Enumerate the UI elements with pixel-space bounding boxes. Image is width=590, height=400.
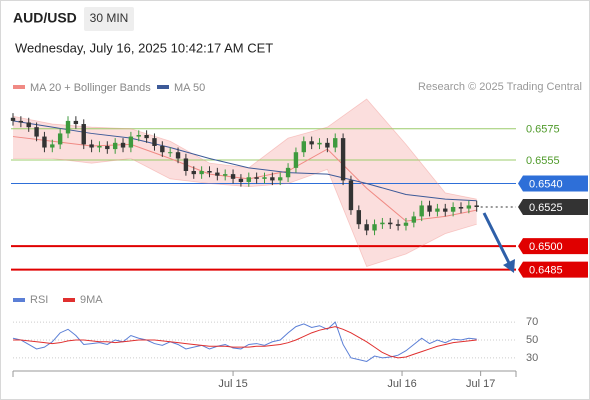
timeframe-box <box>84 7 134 31</box>
candle-body <box>97 145 102 148</box>
legend-swatch <box>13 85 25 89</box>
level-label: 0.6485 <box>529 265 563 277</box>
level-label-box <box>518 261 588 278</box>
candle-body <box>128 136 134 148</box>
symbol: AUD/USD <box>13 10 77 26</box>
candle-body <box>26 122 31 128</box>
candle-body <box>301 141 306 153</box>
candle-body <box>285 167 291 178</box>
candle-body <box>223 174 228 176</box>
candle-body <box>230 174 236 179</box>
candle-body <box>42 136 47 148</box>
candle-body <box>348 180 354 211</box>
candle-body <box>191 171 196 175</box>
level-label: 0.6500 <box>529 241 563 253</box>
candle-body <box>450 207 456 212</box>
level-label: 0.6540 <box>529 178 563 190</box>
source: Research © 2025 Trading Central <box>418 81 582 93</box>
level-label-box <box>518 175 588 192</box>
level-label: 0.6555 <box>526 155 560 167</box>
candle-body <box>81 124 86 145</box>
candle-body <box>183 158 189 171</box>
candle-body <box>152 138 157 146</box>
candle-body <box>262 177 267 179</box>
candle-body <box>112 142 118 150</box>
candle-body <box>458 207 464 209</box>
candle-body <box>293 152 299 168</box>
forecast-arrowhead <box>503 259 515 273</box>
y-tick-label: 70 <box>526 316 538 328</box>
candle-body <box>364 224 369 231</box>
candle-body <box>105 145 110 150</box>
candle-body <box>340 138 346 181</box>
plot: 0.6575 0.6555 0.6540 0.6525 0.6500 0.6485 MA 2… <box>10 82 588 390</box>
date: Wednesday, July 16, 2025 10:42:17 AM CET <box>15 40 273 55</box>
candle-body <box>317 142 322 145</box>
candle-body <box>238 178 244 182</box>
candle-body <box>270 177 275 181</box>
timeframe: 30 MIN <box>90 11 129 25</box>
candle-body <box>356 210 362 225</box>
candle-body <box>175 152 181 159</box>
candle-body <box>136 135 141 137</box>
candle-body <box>435 208 440 212</box>
level-label: 0.6575 <box>526 124 560 136</box>
ma-line <box>12 120 477 202</box>
candle-body <box>278 177 283 181</box>
candle-body <box>419 205 424 217</box>
level-label-box <box>518 199 588 215</box>
candle-body <box>144 135 149 139</box>
rsi-line <box>12 321 477 362</box>
candle-body <box>215 172 220 176</box>
candle-body <box>372 224 377 231</box>
candle-body <box>10 117 16 121</box>
candle-body <box>325 142 330 148</box>
candle-body <box>73 120 79 125</box>
candle-body <box>246 177 251 182</box>
candle-body <box>57 133 63 145</box>
candle-body <box>474 205 479 207</box>
candle-body <box>333 138 338 148</box>
forecast-arrow <box>482 212 511 264</box>
candle-body <box>395 224 401 226</box>
candle-body <box>167 152 173 154</box>
candle-body <box>309 141 314 145</box>
legend-swatch <box>13 298 25 302</box>
level-label: 0.6525 <box>529 202 563 214</box>
candle-body <box>411 216 417 223</box>
candle-body <box>466 205 472 209</box>
candle-body <box>120 142 126 148</box>
x-tick-label: Jul 17 <box>466 378 495 390</box>
y-tick-label: 50 <box>526 334 538 346</box>
candle-body <box>403 222 409 226</box>
candle-body <box>199 171 204 175</box>
x-tick-label: Jul 15 <box>218 378 247 390</box>
legend-swatch <box>157 85 169 89</box>
candle-body <box>18 120 24 123</box>
candle-body <box>160 145 165 153</box>
candle-body <box>207 171 212 173</box>
rsi-line <box>13 326 477 359</box>
legend-label: RSI <box>30 294 48 306</box>
x-tick-label: Jul 16 <box>387 378 416 390</box>
legend-label: MA 50 <box>174 82 205 94</box>
candle-body <box>380 222 385 225</box>
candle-body <box>443 208 448 212</box>
level-label-box <box>518 238 588 255</box>
candle-body <box>254 177 259 179</box>
legend-label: MA 20 + Bollinger Bands <box>30 82 151 94</box>
candle-body <box>427 205 432 212</box>
candle-body <box>34 127 39 137</box>
candle-body <box>89 144 94 148</box>
legend-swatch <box>63 298 75 302</box>
candle-body <box>65 120 71 134</box>
legend-label: 9MA <box>80 294 103 306</box>
y-tick-label: 30 <box>526 352 538 364</box>
candle-body <box>50 144 55 148</box>
candle-body <box>388 222 393 225</box>
